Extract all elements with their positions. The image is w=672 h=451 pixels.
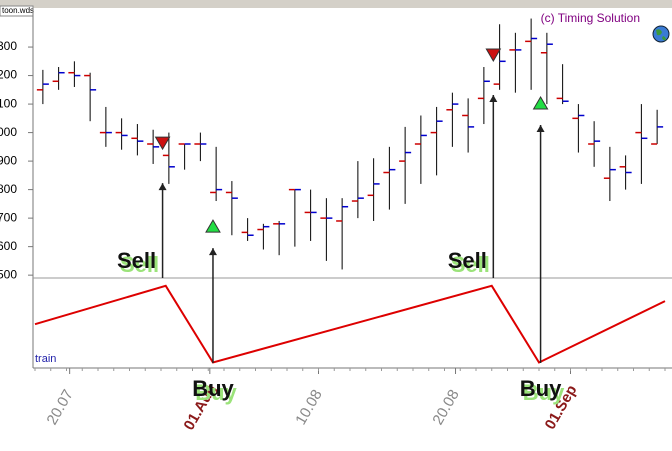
ohlc-bar (556, 64, 569, 105)
signal-marker (205, 219, 221, 233)
ohlc-bar (493, 24, 506, 90)
signal-marker (154, 136, 171, 151)
ohlc-bar (635, 104, 648, 184)
ohlc-bar (225, 181, 238, 236)
ohlc-bar (477, 67, 490, 125)
ohlc-bar (162, 132, 175, 184)
ohlc-bar (572, 104, 585, 153)
signal-label-shadow: Sell (451, 252, 490, 277)
ohlc-bar (336, 198, 349, 270)
ohlc-bar (383, 146, 396, 210)
ohlc-bar (525, 18, 538, 90)
ohlc-bar (651, 109, 664, 145)
y-tick-label: 700 (0, 210, 17, 224)
signal-label: Buy (192, 376, 234, 401)
toolbar (0, 0, 672, 8)
globe-icon[interactable] (652, 25, 670, 43)
ohlc-bar (178, 143, 191, 170)
ohlc-bar (462, 98, 475, 153)
ohlc-bar (304, 189, 317, 241)
signal-label-shadow: Buy (523, 380, 565, 405)
ohlc-bar (68, 61, 81, 87)
y-tick-label: 600 (0, 239, 17, 253)
indicator-line (34, 284, 666, 364)
signal-marker (532, 95, 549, 110)
y-tick-label: 300 (0, 39, 17, 53)
ohlc-bar (414, 115, 427, 184)
signal-arrowhead (489, 95, 498, 103)
ohlc-bar (320, 198, 333, 261)
ohlc-bar (257, 223, 270, 250)
ohlc-bar (619, 155, 632, 190)
ohlc-bar (288, 188, 301, 247)
ohlc-bar (194, 132, 207, 162)
indicator-name: train (35, 353, 56, 365)
copyright: (c) Timing Solution (541, 11, 640, 25)
ohlc-bar (351, 161, 364, 219)
y-tick-label: 000 (0, 125, 17, 139)
signal-label: Sell (448, 248, 487, 273)
ohlc-bar (99, 106, 112, 147)
ohlc-bar (273, 220, 286, 256)
window-title: toon.wds (2, 6, 34, 15)
y-tick-label: 500 (0, 267, 17, 281)
ohlc-bar (430, 106, 443, 176)
ohlc-bar (241, 218, 254, 241)
signal-arrowhead (158, 183, 167, 191)
ohlc-bar (540, 32, 553, 105)
ohlc-bar (52, 67, 65, 90)
ohlc-bar (210, 146, 223, 202)
signal-label-shadow: Buy (195, 380, 237, 405)
signal-arrowhead (536, 124, 545, 132)
globe-land (656, 29, 666, 41)
ohlc-bar (147, 129, 160, 164)
ohlc-bar (446, 92, 459, 147)
ohlc-bar (399, 126, 412, 204)
y-tick-label: 900 (0, 153, 17, 167)
y-tick-label: 200 (0, 68, 17, 82)
signal-label: Buy (520, 376, 562, 401)
ohlc-bar (509, 32, 522, 93)
ohlc-bar (36, 69, 49, 105)
ohlc-bar (115, 118, 128, 150)
ohlc-bar (84, 72, 97, 122)
signal-marker (485, 48, 502, 63)
ohlc-bar (131, 124, 144, 156)
signal-label: Sell (117, 248, 156, 273)
y-tick-label: 100 (0, 96, 17, 110)
signal-arrowhead (208, 248, 217, 256)
signal-label-shadow: Sell (120, 252, 159, 277)
ohlc-bar (367, 158, 380, 221)
y-tick-label: 800 (0, 182, 17, 196)
ohlc-bar (588, 121, 601, 167)
ohlc-bar (603, 146, 616, 202)
